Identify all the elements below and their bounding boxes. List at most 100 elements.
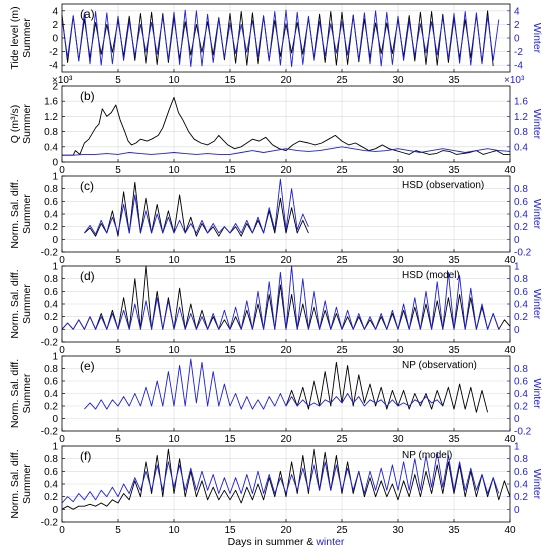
y-tick-label-right: 0.6: [514, 467, 528, 478]
panel-label: (d): [80, 269, 95, 283]
series-line-winter: [84, 358, 444, 410]
y-axis-label-winter: Winter: [531, 199, 543, 230]
y-tick-label-left: 1.2: [44, 112, 58, 123]
x-tick-label: 25: [336, 165, 348, 176]
exponent-label-right: ×10³: [504, 75, 525, 86]
y-tick-label-right: 2: [514, 20, 520, 31]
panel-c: -0.200.20.40.60.81-0.200.20.40.60.80 5 10 1…: [9, 172, 543, 267]
y-tick-label-right: 0.8: [514, 127, 528, 138]
exponent-label-left: ×10³: [52, 75, 73, 86]
y-tick-label-left: -0.2: [41, 248, 59, 259]
y-axis-label-winter: Winter: [531, 289, 543, 320]
y-tick-label-right: 0.2: [514, 222, 528, 233]
y-tick-label-right: 4: [514, 6, 520, 17]
x-tick-label: 5: [115, 75, 121, 86]
x-tick-label: 25: [336, 75, 348, 86]
y-tick-label-right: 0.6: [514, 377, 528, 388]
x-tick-label: 40: [504, 525, 516, 536]
y-tick-label-right: 0.4: [514, 210, 528, 221]
x-tick-label: 20: [280, 255, 292, 266]
x-tick-label: 20: [280, 525, 292, 536]
x-tick-label: 35: [448, 525, 460, 536]
x-tick-label: 20: [280, 434, 292, 445]
panel-label: (f): [80, 449, 91, 463]
y-tick-label-left: 0.6: [44, 197, 58, 208]
y-tick-label-right: 0: [514, 34, 520, 45]
x-axis-label-prefix: Days in summer &: [228, 536, 317, 548]
x-tick-label: 30: [392, 75, 404, 86]
series-line-summer: [84, 181, 309, 237]
y-axis-label-summer: Summer: [21, 18, 33, 58]
y-axis-label-winter: Winter: [531, 109, 543, 140]
y-tick-label-left: 0.4: [44, 480, 58, 491]
y-axis-label: Norm. Sal. diff.: [9, 179, 21, 248]
y-tick-label-left: 1.6: [44, 97, 58, 108]
y-tick-label-right: 1.6: [514, 97, 528, 108]
x-tick-label: 0: [59, 525, 65, 536]
y-tick-label-right: 0.2: [514, 492, 528, 503]
y-tick-label-left: -0.2: [41, 518, 59, 529]
y-tick-label-right: -2: [514, 47, 523, 58]
y-tick-label-left: 0.8: [44, 364, 58, 375]
y-tick-label-right: 1: [514, 442, 520, 453]
y-tick-label-left: 0.4: [44, 300, 58, 311]
y-axis-label-summer: Summer: [21, 104, 33, 144]
x-tick-label: 25: [336, 525, 348, 536]
series-line-winter: [84, 178, 309, 235]
y-axis-label: Norm. Sal. diff.: [9, 269, 21, 338]
x-tick-label: 30: [392, 434, 404, 445]
y-tick-label-left: 0.6: [44, 377, 58, 388]
panel-a: -4 -2 0 2 4 -4 -2 0 2 4 5 10 15 20 25 30 35 Tide level (m…: [9, 3, 543, 86]
x-tick-label: 35: [448, 165, 460, 176]
x-tick-label: 30: [392, 525, 404, 536]
series-line-winter: [61, 265, 500, 330]
y-tick-label-right: 1.2: [514, 112, 528, 123]
x-tick-label: 15: [224, 255, 236, 266]
panel-annotation: NP (observation): [402, 360, 477, 371]
x-tick-label: 25: [336, 434, 348, 445]
y-tick-label-right: 0.4: [514, 142, 528, 153]
x-tick-label: 10: [168, 165, 180, 176]
y-tick-label-left: 1: [52, 442, 58, 453]
y-tick-label-left: 0.8: [44, 274, 58, 285]
series-line-summer: [62, 96, 510, 156]
panel-b: 0 0.4 0.8 1.2 1.6 2 0.4 0.8 1.2 1.6 0 5 10 15 20 25 30 35…: [9, 75, 543, 176]
y-tick-label-right: 0: [514, 414, 520, 425]
x-tick-label: 5: [115, 165, 121, 176]
x-tick-label: 10: [168, 434, 180, 445]
y-tick-label-left: 0.4: [44, 210, 58, 221]
y-tick-label-right: 0.6: [514, 197, 528, 208]
y-tick-label-left: 0: [52, 325, 58, 336]
y-axis-label-summer: Summer: [21, 194, 33, 234]
y-tick-label-left: 0: [52, 235, 58, 246]
x-axis-label: Days in summer & winter: [228, 536, 345, 548]
y-tick-label-left: 2: [52, 82, 58, 93]
y-axis-label-winter: Winter: [531, 378, 543, 409]
y-axis-label-summer: Summer: [21, 284, 33, 324]
series-line-winter: [61, 451, 500, 504]
x-tick-label: 5: [115, 255, 121, 266]
x-tick-label: 5: [115, 345, 121, 356]
y-tick-label-right: -0.2: [514, 427, 532, 438]
y-tick-label-left: 0.8: [44, 184, 58, 195]
y-tick-label-right: 0.4: [514, 480, 528, 491]
x-tick-label: 15: [224, 75, 236, 86]
x-tick-label: 0: [59, 165, 65, 176]
x-tick-label: 25: [336, 255, 348, 266]
y-tick-label-right: 0: [514, 235, 520, 246]
x-tick-label: 5: [115, 525, 121, 536]
y-tick-label-right: 0.6: [514, 287, 528, 298]
x-tick-label: 15: [224, 345, 236, 356]
y-tick-label-right: 0.8: [514, 184, 528, 195]
panel-label: (e): [80, 359, 95, 373]
x-tick-label: 30: [392, 165, 404, 176]
y-tick-label-left: 0.4: [44, 389, 58, 400]
y-tick-label-left: 2: [52, 20, 58, 31]
series-line-winter: [61, 9, 500, 68]
x-tick-label: 20: [280, 345, 292, 356]
x-tick-label: 20: [280, 165, 292, 176]
x-tick-label: 35: [448, 255, 460, 266]
